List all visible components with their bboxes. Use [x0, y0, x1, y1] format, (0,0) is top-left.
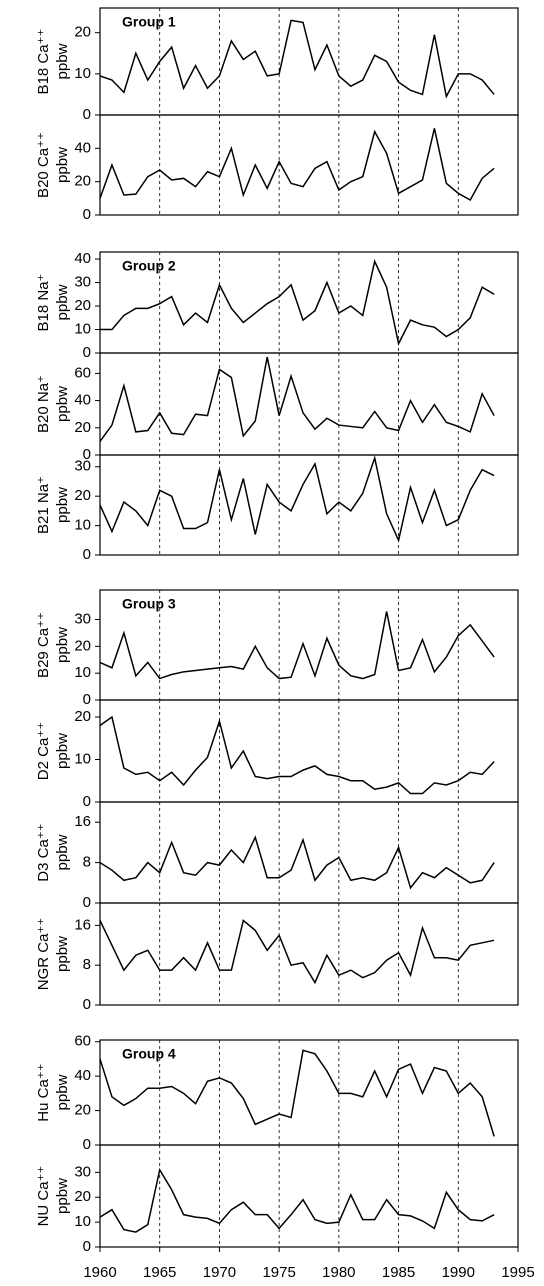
y-axis-label: B21 Na⁺	[35, 476, 52, 534]
y-tick-label: 30	[74, 1163, 91, 1180]
group-label: Group 3	[122, 596, 176, 612]
y-tick-label: 0	[83, 793, 91, 810]
data-line	[99, 128, 495, 202]
y-tick-label: 10	[74, 1213, 91, 1230]
y-axis-unit: ppbw	[54, 627, 71, 663]
panel-frame	[99, 801, 519, 904]
y-tick-label: 40	[74, 139, 91, 156]
data-line	[100, 259, 495, 346]
x-tick-label: 1960	[83, 1264, 116, 1281]
panel-frame	[99, 352, 519, 456]
y-tick-label: 40	[74, 250, 91, 267]
y-axis-unit: ppbw	[54, 284, 71, 320]
y-axis-unit: ppbw	[54, 733, 71, 769]
data-line	[99, 356, 495, 442]
y-axis-unit: ppbw	[54, 386, 71, 422]
y-tick-label: 30	[74, 610, 91, 627]
data-line	[99, 919, 495, 985]
panel-frame	[99, 454, 519, 556]
y-tick-label: 60	[74, 364, 91, 381]
y-tick-label: 60	[74, 1033, 91, 1050]
x-tick-label: 1990	[442, 1264, 475, 1281]
x-tick-label: 1970	[203, 1264, 236, 1281]
y-tick-label: 0	[83, 344, 91, 361]
y-tick-label: 10	[74, 664, 91, 681]
y-axis-label: B20 Na⁺	[35, 375, 52, 433]
y-axis-unit: ppbw	[54, 936, 71, 972]
panel-frame	[99, 114, 519, 216]
y-axis-label: D2 Ca⁺⁺	[35, 722, 52, 780]
y-tick-label: 0	[83, 691, 91, 708]
data-line	[99, 19, 495, 99]
y-tick-label: 40	[74, 392, 91, 409]
y-tick-label: 20	[74, 1188, 91, 1205]
x-tick-label: 1975	[262, 1264, 295, 1281]
y-tick-label: 20	[74, 1102, 91, 1119]
y-axis-label: B18 Ca⁺⁺	[35, 29, 52, 95]
y-axis-unit: ppbw	[54, 1074, 71, 1110]
y-tick-label: 20	[74, 419, 91, 436]
y-tick-label: 0	[83, 1136, 91, 1153]
y-tick-label: 10	[74, 517, 91, 534]
y-axis-label: B20 Ca⁺⁺	[35, 132, 52, 198]
y-axis-unit: ppbw	[54, 487, 71, 523]
data-line	[99, 835, 495, 890]
y-tick-label: 8	[83, 956, 91, 973]
x-tick-label: 1995	[501, 1264, 534, 1281]
y-tick-label: 20	[74, 487, 91, 504]
y-tick-label: 0	[83, 996, 91, 1013]
panel-frame	[99, 902, 519, 1006]
y-tick-label: 0	[83, 894, 91, 911]
panel-frame	[99, 699, 519, 803]
y-tick-label: 20	[74, 708, 91, 725]
group-label: Group 1	[122, 14, 176, 30]
y-tick-label: 16	[74, 916, 91, 933]
y-tick-label: 10	[74, 65, 91, 82]
y-axis-label: D3 Ca⁺⁺	[35, 823, 52, 881]
group-label: Group 2	[122, 258, 176, 274]
y-tick-label: 0	[83, 546, 91, 563]
y-tick-label: 20	[74, 24, 91, 41]
x-tick-label: 1980	[322, 1264, 355, 1281]
y-tick-label: 20	[74, 637, 91, 654]
y-axis-label: B29 Ca⁺⁺	[35, 612, 52, 678]
x-tick-label: 1985	[382, 1264, 415, 1281]
x-tick-label: 1965	[143, 1264, 176, 1281]
data-line	[99, 1049, 495, 1137]
y-axis-label: B18 Na⁺	[35, 274, 52, 332]
y-axis-label: NGR Ca⁺⁺	[35, 918, 52, 991]
group-label: Group 4	[122, 1046, 176, 1062]
y-tick-label: 20	[74, 173, 91, 190]
y-axis-label: Hu Ca⁺⁺	[35, 1063, 52, 1121]
panel-frame	[99, 1144, 519, 1248]
data-line	[99, 611, 495, 680]
y-tick-label: 0	[83, 206, 91, 223]
y-tick-label: 30	[74, 274, 91, 291]
y-tick-label: 8	[83, 854, 91, 871]
data-line	[99, 1167, 495, 1233]
y-tick-label: 20	[74, 297, 91, 314]
data-line	[99, 715, 495, 795]
y-tick-label: 30	[74, 458, 91, 475]
data-line	[99, 455, 495, 543]
y-tick-label: 0	[83, 446, 91, 463]
y-axis-unit: ppbw	[54, 834, 71, 870]
y-tick-label: 0	[83, 106, 91, 123]
y-tick-label: 40	[74, 1067, 91, 1084]
y-tick-label: 10	[74, 320, 91, 337]
y-tick-label: 16	[74, 813, 91, 830]
y-tick-label: 10	[74, 750, 91, 767]
y-tick-label: 0	[83, 1238, 91, 1255]
y-axis-unit: ppbw	[54, 147, 71, 183]
y-axis-label: NU Ca⁺⁺	[35, 1166, 52, 1227]
y-axis-unit: ppbw	[54, 1178, 71, 1214]
y-axis-unit: ppbw	[54, 43, 71, 79]
